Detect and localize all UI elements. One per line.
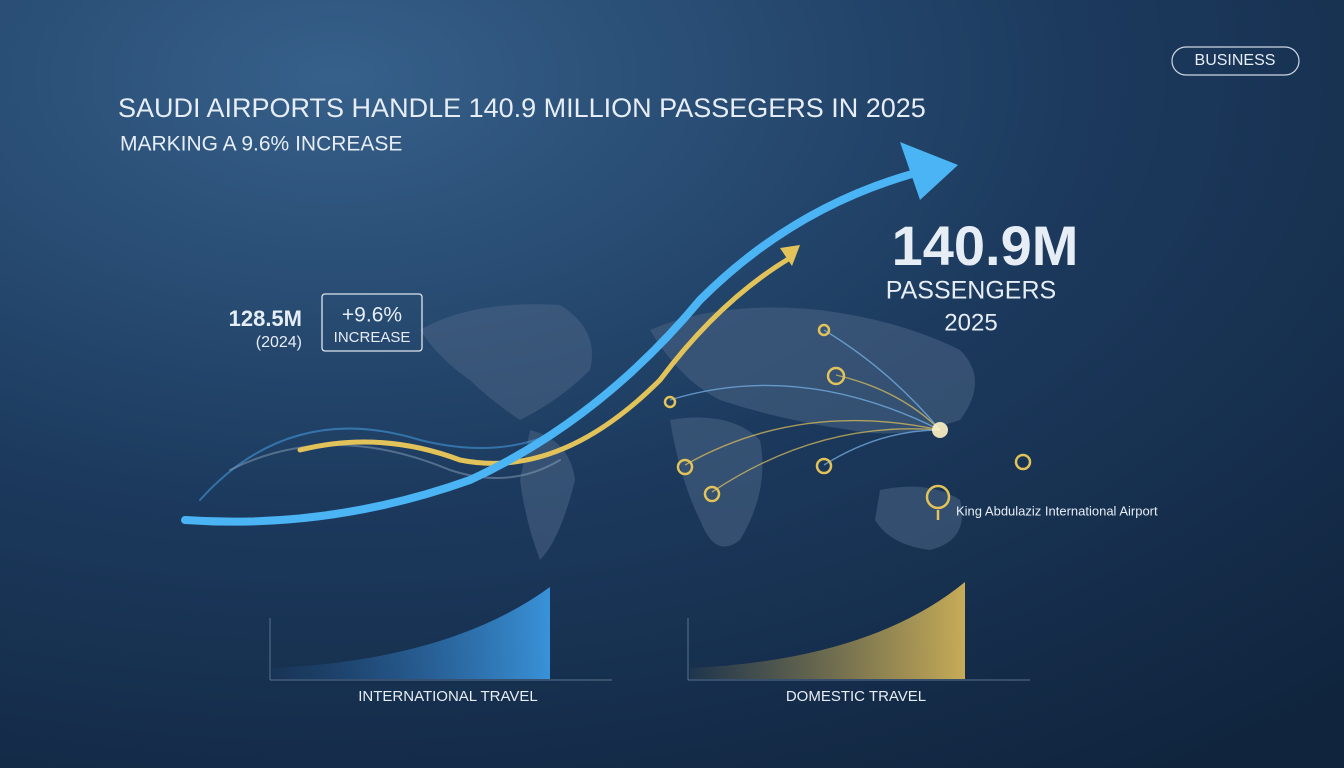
decoration (703, 485, 721, 503)
decoration (823, 429, 941, 466)
decoration (684, 419, 941, 466)
decoration (229, 444, 561, 479)
badge-outline (1171, 46, 1300, 76)
decoration (711, 428, 941, 493)
subtitle: MARKING A 9.6% INCREASE (120, 133, 402, 156)
decoration (826, 366, 846, 386)
change-box (321, 293, 423, 352)
decoration (925, 484, 951, 510)
area-shape (690, 582, 965, 679)
decoration (815, 457, 833, 475)
trend-arrows (181, 164, 939, 526)
blue-arrowhead (900, 142, 958, 200)
badge: BUSINESS (1195, 52, 1276, 69)
gold-arrowhead (780, 245, 800, 266)
decoration (520, 430, 575, 560)
change-value: +9.6% (342, 304, 402, 327)
change-label: INCREASE (334, 329, 411, 346)
location-pins (663, 323, 1032, 520)
decoration (670, 417, 763, 547)
previous-year: (2024) (256, 334, 302, 351)
flight-routes (669, 329, 941, 493)
panel-label: INTERNATIONAL TRAVEL (358, 688, 537, 705)
decoration (823, 329, 941, 431)
current-year: 2025 (944, 309, 997, 336)
decoration (420, 304, 592, 420)
title: SAUDI AIRPORTS HANDLE 140.9 MILLION PASS… (118, 93, 926, 123)
decoration (817, 323, 831, 337)
domestic-panel: DOMESTIC TRAVEL (687, 582, 1030, 705)
previous-value: 128.5M (229, 306, 302, 331)
area-shape (272, 587, 550, 679)
decoration (199, 427, 561, 501)
current-value: 140.9M (892, 214, 1079, 277)
decoration (669, 384, 941, 431)
decoration (835, 374, 941, 431)
decoration (676, 458, 694, 476)
decoration (875, 486, 962, 550)
decoration (663, 395, 677, 409)
international-panel: INTERNATIONAL TRAVEL (269, 587, 612, 705)
world-map (420, 304, 975, 560)
decoration (1014, 453, 1032, 471)
decoration (650, 307, 975, 434)
airport-label: King Abdulaziz International Airport (956, 503, 1158, 518)
airport-glow (932, 422, 948, 438)
decoration (297, 255, 793, 466)
decoration (181, 164, 939, 526)
panel-label: DOMESTIC TRAVEL (786, 688, 926, 705)
current-label: PASSENGERS (886, 277, 1056, 305)
